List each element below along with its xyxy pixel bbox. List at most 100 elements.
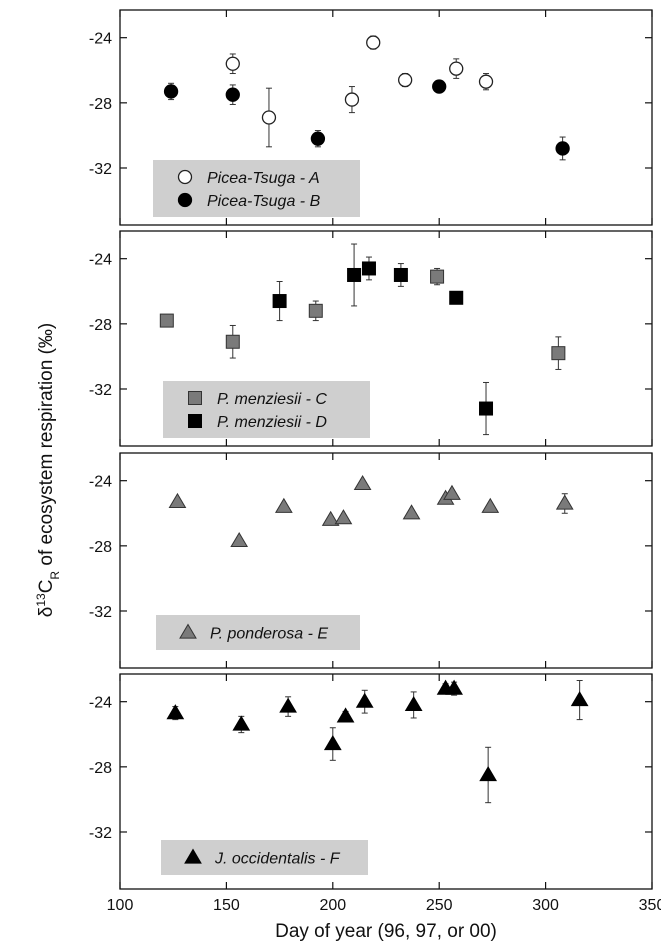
data-point — [555, 141, 570, 156]
data-point — [366, 35, 381, 50]
data-point — [159, 313, 174, 328]
y-tick-label: -24 — [89, 695, 112, 712]
x-axis: 100 150 200 250 300 350 — [107, 897, 661, 914]
data-point — [334, 509, 353, 525]
panel-3: -24 -28 -32 P. ponderosa - E — [89, 452, 653, 669]
data-point — [393, 267, 408, 282]
data-point — [449, 61, 464, 76]
series-2-2 — [272, 243, 494, 436]
data-point — [449, 290, 464, 305]
data-point — [261, 110, 277, 125]
data-point — [310, 131, 326, 146]
x-tick-label: 250 — [426, 897, 453, 914]
panel-3-frame — [119, 452, 653, 669]
series-3-1 — [168, 474, 574, 548]
data-point — [404, 695, 423, 712]
legend-label: Picea-Tsuga - A — [207, 170, 320, 187]
data-point — [347, 267, 362, 282]
y-tick-label: -32 — [89, 825, 112, 842]
panel-2: -24-28-32P. menziesii - CP. menziesii - … — [89, 230, 653, 447]
y-tick-label: -28 — [89, 96, 112, 113]
data-point — [168, 492, 187, 508]
y-tick-label: -28 — [89, 760, 112, 777]
data-point — [443, 484, 461, 500]
x-tick-label: 150 — [213, 897, 240, 914]
data-point — [279, 697, 297, 713]
data-point — [570, 691, 589, 707]
legend-box — [153, 160, 360, 217]
panel-4: -24 -28 -32 J. occidentalis - F — [89, 673, 653, 890]
legend-marker — [188, 414, 202, 428]
legend-label: P. ponderosa - E — [210, 626, 328, 643]
data-point — [225, 56, 240, 71]
data-point — [344, 92, 360, 107]
data-point — [430, 269, 445, 284]
data-point — [225, 87, 240, 102]
legend-3: P. ponderosa - E — [156, 615, 360, 650]
data-point — [232, 715, 251, 731]
legend-box — [163, 381, 370, 438]
data-point — [402, 504, 421, 520]
data-point — [355, 692, 374, 708]
legend-label: P. menziesii - D — [217, 414, 327, 431]
y-axis-title-sub: R — [48, 571, 62, 580]
y-axis-title-prefix: δ — [36, 607, 57, 618]
x-tick-label: 300 — [532, 897, 559, 914]
data-point — [551, 346, 566, 361]
series-1-1 — [225, 35, 494, 148]
legend-marker — [179, 623, 197, 639]
legend-marker — [188, 391, 202, 405]
y-tick-label: -28 — [89, 539, 112, 556]
panel-4-frame — [119, 673, 653, 890]
legend-marker — [177, 169, 193, 185]
data-point — [555, 494, 574, 510]
data-point — [274, 497, 293, 513]
y-axis-title-sup: 13 — [34, 593, 48, 607]
x-tick-label: 200 — [319, 897, 346, 914]
legend-1: Picea-Tsuga - A Picea-Tsuga - B — [153, 160, 360, 217]
data-point — [481, 497, 500, 513]
panel-1-frame — [119, 9, 653, 226]
data-point — [225, 334, 240, 349]
legend-label: P. menziesii - C — [217, 391, 327, 408]
y-tick-label: -32 — [89, 382, 112, 399]
y-axis-title-main: C — [36, 580, 57, 594]
x-tick-label: 350 — [639, 897, 661, 914]
y-tick-label: -24 — [89, 31, 112, 48]
y-tick-label: -32 — [89, 161, 112, 178]
legend-2: P. menziesii - C P. menziesii - D — [163, 381, 370, 438]
data-point — [398, 72, 413, 88]
y-tick-label: -24 — [89, 252, 112, 269]
data-point — [336, 707, 355, 723]
data-point — [353, 474, 372, 491]
legend-label: J. occidentalis - F — [214, 851, 341, 868]
series-4-1 — [166, 679, 589, 804]
data-point — [445, 679, 463, 695]
data-point — [308, 303, 323, 318]
series-1-2 — [163, 79, 570, 161]
data-point — [361, 261, 376, 276]
data-point — [321, 510, 340, 526]
x-axis-title: Day of year (96, 97, or 00) — [275, 921, 497, 942]
legend-marker — [177, 192, 193, 208]
data-point — [166, 704, 185, 720]
data-point — [230, 531, 249, 548]
x-tick-label: 100 — [107, 897, 134, 914]
data-point — [272, 294, 287, 309]
legend-4: J. occidentalis - F — [161, 840, 368, 875]
panel-1: -24 -28 -32 Picea-Tsuga - A Picea-Tsuga - B — [89, 9, 653, 226]
y-tick-label: -24 — [89, 474, 112, 491]
data-point — [432, 79, 447, 94]
panel-2-frame — [119, 230, 653, 447]
series-2-1 — [159, 267, 566, 370]
data-point — [163, 84, 179, 99]
data-point — [323, 735, 342, 751]
y-axis-title: δ13CR of ecosystem respiration (‰) — [34, 323, 62, 617]
data-point — [479, 401, 494, 416]
legend-marker — [184, 848, 202, 864]
y-axis-title-suffix: of ecosystem respiration (‰) — [36, 323, 57, 571]
data-point — [478, 74, 494, 89]
legend-label: Picea-Tsuga - B — [207, 193, 321, 210]
